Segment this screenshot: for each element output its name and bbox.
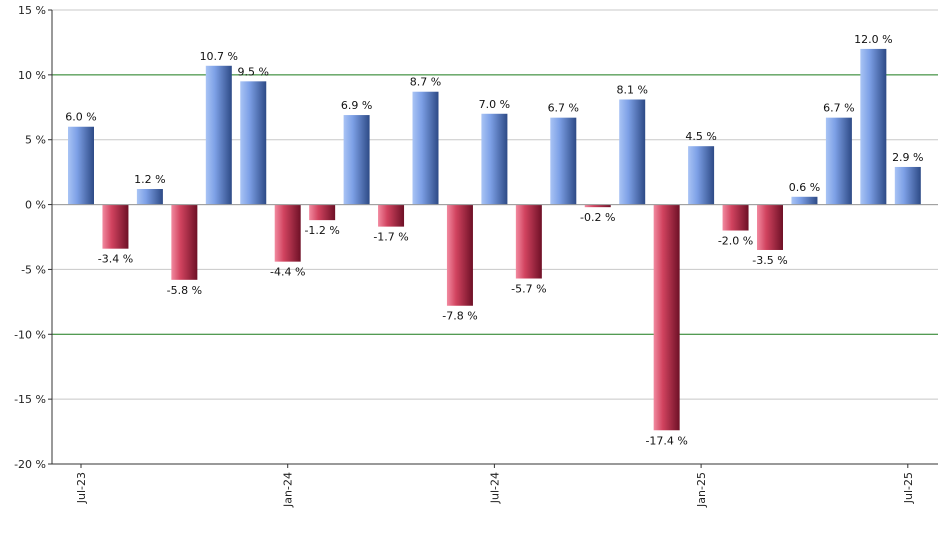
bar-value-label: 2.9 % (892, 151, 923, 164)
bar-value-label: 6.7 % (823, 102, 854, 115)
bar (515, 204, 542, 279)
bar (309, 204, 336, 221)
x-tick-label: Jul-25 (902, 472, 915, 504)
bar (860, 48, 887, 205)
bar-value-label: 7.0 % (479, 98, 510, 111)
bar-value-label: 10.7 % (200, 50, 238, 63)
bar (619, 99, 646, 205)
bars (68, 48, 921, 431)
bar (240, 81, 267, 205)
x-tick-label: Jan-24 (282, 472, 295, 508)
y-tick-label: 0 % (25, 199, 46, 212)
bar-value-label: 12.0 % (854, 33, 892, 46)
bar (412, 91, 439, 205)
x-tick-label: Jan-25 (695, 472, 708, 508)
bar (481, 113, 508, 205)
y-tick-label: 10 % (18, 69, 46, 82)
bar (68, 126, 94, 205)
bar (343, 115, 370, 205)
y-tick-label: 5 % (25, 134, 46, 147)
bar (825, 117, 852, 205)
bar-value-label: 1.2 % (134, 173, 165, 186)
x-tick-label: Jul-23 (75, 472, 88, 504)
x-tick-label: Jul-24 (488, 472, 501, 504)
bar-value-label: -2.0 % (718, 235, 753, 248)
bar-value-label: -5.8 % (167, 284, 202, 297)
bar-value-label: 4.5 % (685, 130, 716, 143)
bar-value-label: 8.7 % (410, 76, 441, 89)
bar-value-label: -4.4 % (270, 266, 305, 279)
bar (791, 196, 818, 205)
bar-value-label: -3.5 % (752, 254, 787, 267)
y-tick-label: -10 % (14, 328, 46, 341)
bar-value-label: 9.5 % (238, 65, 269, 78)
bar (584, 204, 611, 208)
bar (688, 146, 715, 205)
bar (171, 204, 198, 280)
axes (51, 10, 938, 465)
bar-value-label: 6.7 % (548, 102, 579, 115)
bar-value-label: 6.9 % (341, 99, 372, 112)
bar-value-label: -0.2 % (580, 211, 615, 224)
bar-value-label: -17.4 % (645, 434, 687, 447)
bar-value-label: 0.6 % (789, 181, 820, 194)
bar-value-label: 8.1 % (616, 84, 647, 97)
bar-value-label: 6.0 % (65, 111, 96, 124)
bar (894, 166, 921, 205)
threshold-lines (52, 74, 938, 335)
y-tick-label: -15 % (14, 393, 46, 406)
bar-value-label: -1.7 % (373, 231, 408, 244)
y-tick-label: -20 % (14, 458, 46, 471)
x-axis-ticks: Jul-23 Jan-24 Jul-24 Jan-25 Jul-25 (75, 464, 915, 508)
bar (653, 204, 680, 431)
bar-value-label: -7.8 % (442, 310, 477, 323)
y-tick-label: 15 % (18, 4, 46, 17)
bar-value-label: -1.2 % (304, 224, 339, 237)
bar (722, 204, 749, 231)
y-tick-label: -5 % (21, 263, 46, 276)
bar (102, 204, 129, 249)
bar-value-label: -5.7 % (511, 283, 546, 296)
bar (757, 204, 783, 250)
bar-value-labels: 6.0 % -3.4 % 1.2 % -5.8 % 10.7 %9.5 % -4.4 % -… (65, 33, 923, 447)
bar (205, 65, 232, 205)
y-axis-ticks: 15 % 10 % 5 % 0 % -5 % -10 % -15 % -20 % (14, 4, 52, 471)
bar-value-label: -3.4 % (98, 253, 133, 266)
bar (136, 189, 163, 205)
bar (274, 204, 301, 262)
bar (550, 117, 577, 205)
bar (446, 204, 473, 306)
bar (378, 204, 405, 227)
